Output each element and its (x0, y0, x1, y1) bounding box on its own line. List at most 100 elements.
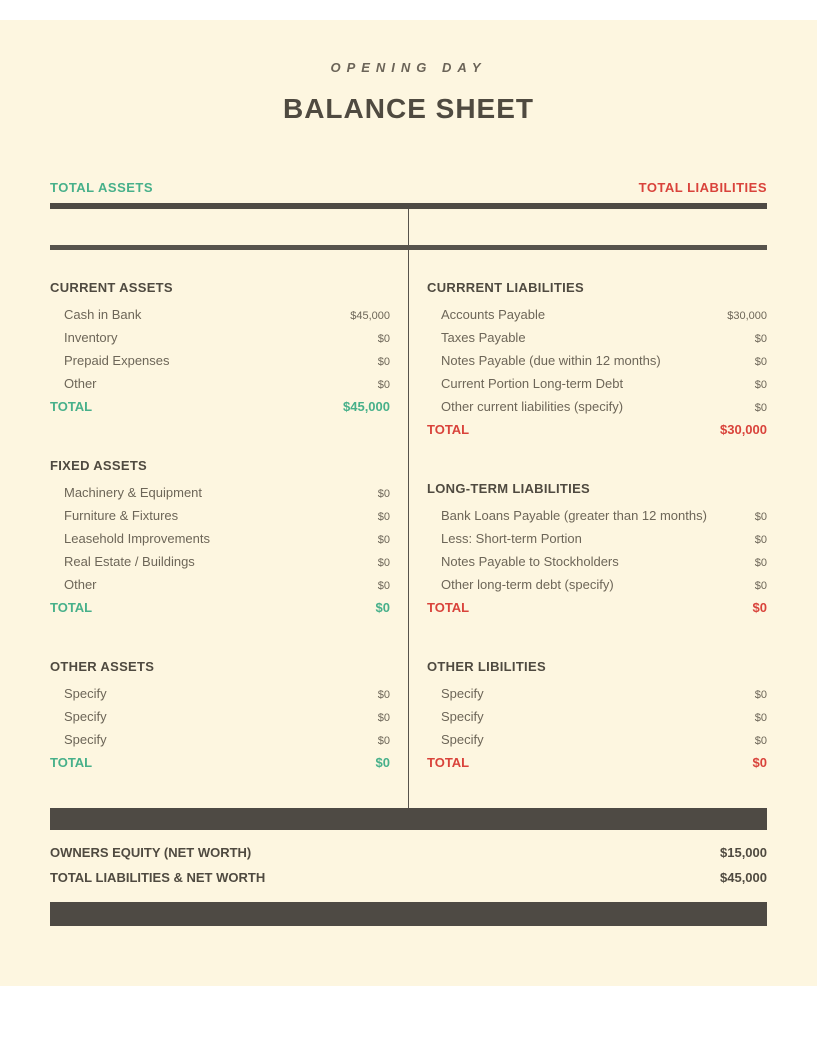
line-item: Real Estate / Buildings$0 (50, 550, 390, 573)
line-item: Inventory$0 (50, 326, 390, 349)
total-value: $0 (376, 600, 390, 615)
fixed-assets-section: FIXED ASSETS Machinery & Equipment$0 Fur… (50, 458, 390, 619)
item-value: $0 (745, 511, 767, 523)
item-label: Other long-term debt (specify) (427, 577, 745, 592)
item-label: Accounts Payable (427, 307, 717, 322)
page-title: BALANCE SHEET (50, 93, 767, 125)
total-value: $0 (376, 755, 390, 770)
item-value: $0 (368, 511, 390, 523)
line-item: Other current liabilities (specify)$0 (427, 395, 767, 418)
total-label: TOTAL (50, 755, 92, 770)
line-item: Bank Loans Payable (greater than 12 mont… (427, 504, 767, 527)
line-item: Specify$0 (50, 682, 390, 705)
item-value: $0 (368, 534, 390, 546)
item-value: $0 (368, 333, 390, 345)
item-label: Specify (50, 732, 368, 747)
current-assets-heading: CURRENT ASSETS (50, 280, 390, 295)
item-value: $0 (368, 712, 390, 724)
item-value: $0 (745, 557, 767, 569)
item-label: Specify (50, 686, 368, 701)
item-value: $0 (368, 580, 390, 592)
item-label: Other (50, 577, 368, 592)
item-value: $0 (368, 379, 390, 391)
item-value: $45,000 (340, 310, 390, 322)
total-assets-label: TOTAL ASSETS (50, 180, 153, 195)
line-item: Accounts Payable$30,000 (427, 303, 767, 326)
item-label: Bank Loans Payable (greater than 12 mont… (427, 508, 745, 523)
current-liabilities-section: CURRRENT LIABILITIES Accounts Payable$30… (427, 280, 767, 441)
other-assets-heading: OTHER ASSETS (50, 659, 390, 674)
item-value: $0 (368, 557, 390, 569)
item-label: Specify (50, 709, 368, 724)
item-value: $0 (745, 689, 767, 701)
total-value: $0 (753, 600, 767, 615)
item-label: Machinery & Equipment (50, 485, 368, 500)
item-label: Real Estate / Buildings (50, 554, 368, 569)
line-item: Furniture & Fixtures$0 (50, 504, 390, 527)
longterm-liabilities-heading: LONG-TERM LIABILITIES (427, 481, 767, 496)
fixed-assets-heading: FIXED ASSETS (50, 458, 390, 473)
item-value: $0 (745, 402, 767, 414)
line-item: Cash in Bank$45,000 (50, 303, 390, 326)
fixed-assets-total: TOTAL $0 (50, 596, 390, 619)
longterm-liabilities-total: TOTAL $0 (427, 596, 767, 619)
line-item: Prepaid Expenses$0 (50, 349, 390, 372)
total-label: TOTAL (427, 600, 469, 615)
item-value: $0 (745, 712, 767, 724)
line-item: Other$0 (50, 573, 390, 596)
liabilities-column: CURRRENT LIABILITIES Accounts Payable$30… (409, 250, 767, 808)
top-labels: TOTAL ASSETS TOTAL LIABILITIES (50, 180, 767, 195)
item-label: Inventory (50, 330, 368, 345)
line-item: Specify$0 (50, 728, 390, 751)
line-item: Less: Short-term Portion$0 (427, 527, 767, 550)
line-item: Other long-term debt (specify)$0 (427, 573, 767, 596)
total-value: $30,000 (720, 422, 767, 437)
owners-equity-value: $15,000 (710, 845, 767, 860)
other-liabilities-heading: OTHER LIBILITIES (427, 659, 767, 674)
summary-section: OWNERS EQUITY (NET WORTH) $15,000 TOTAL … (50, 830, 767, 902)
item-value: $0 (745, 356, 767, 368)
total-label: TOTAL (427, 422, 469, 437)
item-label: Notes Payable to Stockholders (427, 554, 745, 569)
footer-bar-top (50, 808, 767, 830)
line-item: Notes Payable (due within 12 months)$0 (427, 349, 767, 372)
item-value: $30,000 (717, 310, 767, 322)
item-label: Cash in Bank (50, 307, 340, 322)
total-label: TOTAL (427, 755, 469, 770)
current-liabilities-heading: CURRRENT LIABILITIES (427, 280, 767, 295)
longterm-liabilities-section: LONG-TERM LIABILITIES Bank Loans Payable… (427, 481, 767, 619)
current-liabilities-total: TOTAL $30,000 (427, 418, 767, 441)
rule-gap (50, 209, 767, 245)
assets-column: CURRENT ASSETS Cash in Bank$45,000 Inven… (50, 250, 409, 808)
line-item: Specify$0 (427, 682, 767, 705)
item-label: Less: Short-term Portion (427, 531, 745, 546)
total-liab-networth-value: $45,000 (710, 870, 767, 885)
columns: CURRENT ASSETS Cash in Bank$45,000 Inven… (50, 250, 767, 808)
line-item: Other$0 (50, 372, 390, 395)
total-label: TOTAL (50, 600, 92, 615)
other-assets-total: TOTAL $0 (50, 751, 390, 774)
current-assets-total: TOTAL$45,000 (50, 395, 390, 418)
item-label: Leasehold Improvements (50, 531, 368, 546)
kicker: OPENING DAY (50, 60, 767, 75)
item-value: $0 (745, 379, 767, 391)
item-label: Specify (427, 709, 745, 724)
item-value: $0 (368, 689, 390, 701)
item-label: Notes Payable (due within 12 months) (427, 353, 745, 368)
item-label: Other current liabilities (specify) (427, 399, 745, 414)
item-label: Furniture & Fixtures (50, 508, 368, 523)
line-item: Specify$0 (50, 705, 390, 728)
item-value: $0 (745, 735, 767, 747)
total-liab-networth-label: TOTAL LIABILITIES & NET WORTH (50, 870, 710, 885)
item-value: $0 (745, 333, 767, 345)
item-label: Current Portion Long-term Debt (427, 376, 745, 391)
owners-equity-row: OWNERS EQUITY (NET WORTH) $15,000 (50, 840, 767, 865)
item-value: $0 (745, 534, 767, 546)
total-value: $45,000 (343, 399, 390, 414)
line-item: Current Portion Long-term Debt$0 (427, 372, 767, 395)
other-liabilities-section: OTHER LIBILITIES Specify$0 Specify$0 Spe… (427, 659, 767, 774)
item-value: $0 (368, 735, 390, 747)
line-item: Notes Payable to Stockholders$0 (427, 550, 767, 573)
item-label: Prepaid Expenses (50, 353, 368, 368)
current-assets-section: CURRENT ASSETS Cash in Bank$45,000 Inven… (50, 280, 390, 418)
